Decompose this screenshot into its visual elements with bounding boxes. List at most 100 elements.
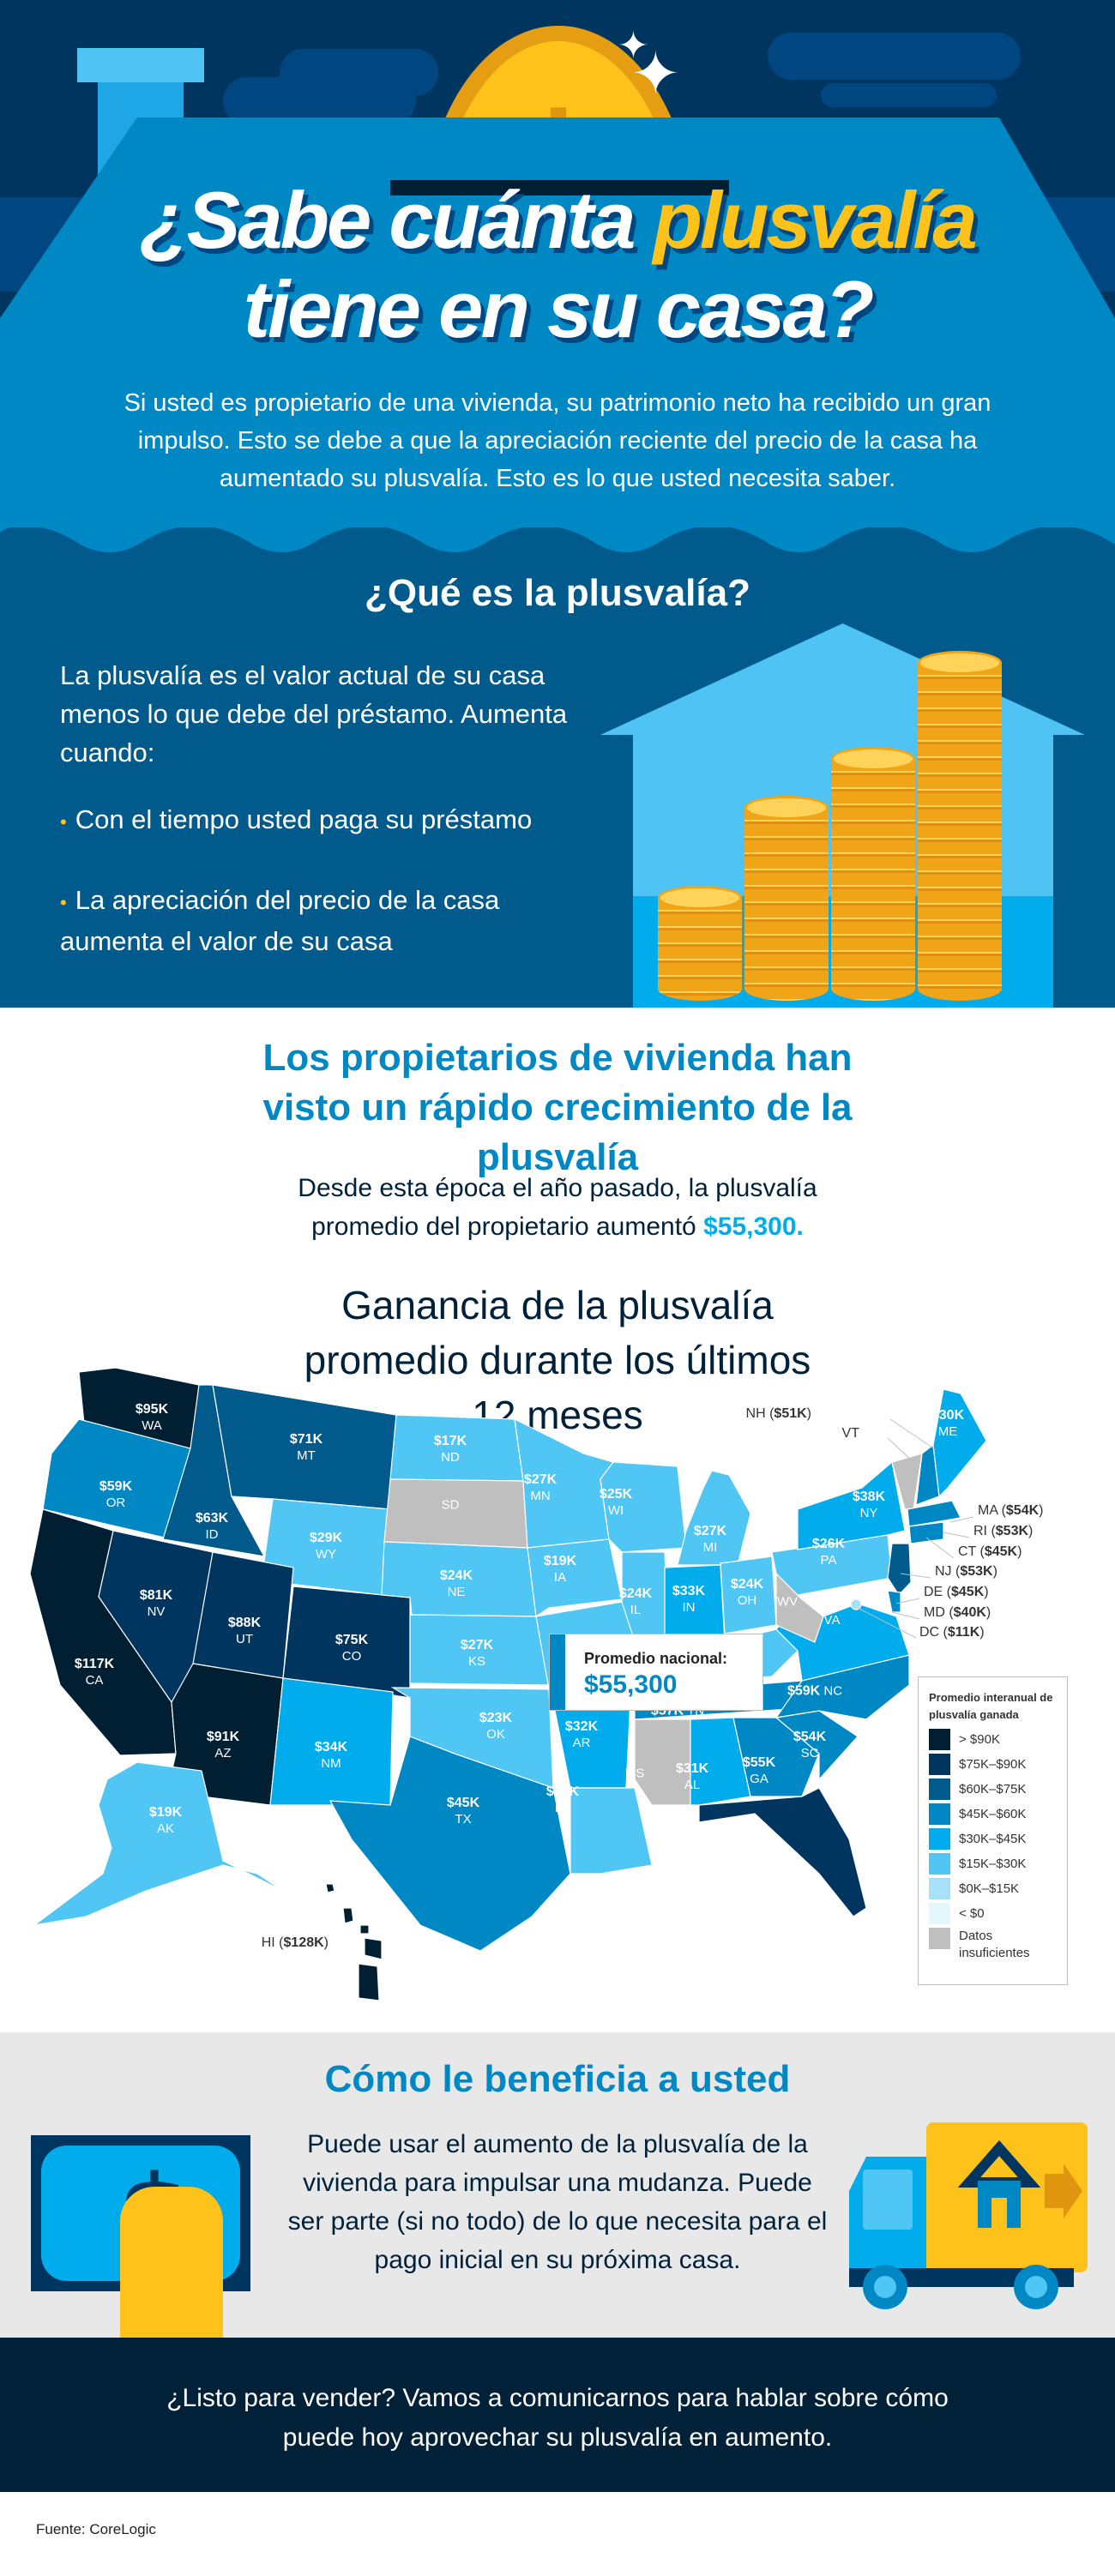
call-to-action-section: ¿Listo para vender? Vamos a comunicarnos… <box>0 2338 1115 2492</box>
state-label: $23K LA <box>545 1785 580 1815</box>
national-average-label: Promedio nacional: <box>584 1650 728 1667</box>
state-label: $26K PA <box>811 1537 846 1568</box>
state-label: $25K WI <box>599 1487 633 1518</box>
national-average-value: $55,300 <box>584 1670 678 1699</box>
legend-item: $15K–$30K <box>929 1853 1057 1878</box>
bullet-item: • La apreciación del precio de la casa au… <box>60 885 500 956</box>
cloud-decoration <box>768 33 1021 80</box>
legend-title: Promedio interanual de plusvalía ganada <box>929 1691 1053 1721</box>
legend-item: < $0 <box>929 1903 1057 1928</box>
coin-slot <box>390 180 729 196</box>
coin-stack-icon <box>918 651 1002 1001</box>
hero-section: $ ✦ ✦ ✦ ¿Sabe cuánta plusvalía tiene en … <box>0 0 1115 549</box>
callout-label: MA ($54K) <box>978 1503 1044 1518</box>
legend-swatch <box>929 1928 950 1949</box>
state-label: $40K VA <box>815 1597 849 1628</box>
state-label: $54K SC <box>793 1730 827 1760</box>
legend-item: $0K–$15K <box>929 1878 1057 1903</box>
legend-item: Datos insuficientes <box>929 1928 1057 1965</box>
benefit-text: Puede usar el aumento de la plusvalía de… <box>287 2130 828 2274</box>
growth-amount: $55,300. <box>703 1213 804 1241</box>
bullet-item: • Con el tiempo usted paga su préstamo <box>60 804 533 834</box>
what-is-section: ¿Qué es la plusvalía? La plusvalía es el… <box>0 526 1115 1009</box>
cta-text: ¿Listo para vender? Vamos a comunicarnos… <box>166 2384 949 2452</box>
legend-swatch <box>929 1853 950 1875</box>
source-note: Fuente: CoreLogic <box>36 2521 156 2537</box>
legend-swatch <box>929 1729 950 1750</box>
state-label: $33K IN <box>672 1584 706 1615</box>
callout-label: RI ($53K) <box>973 1524 1034 1538</box>
legend-swatch <box>929 1779 950 1800</box>
chimney-icon <box>77 48 204 82</box>
map-shapes <box>29 1367 987 2001</box>
hand-icon <box>120 2187 223 2341</box>
growth-title: Los propietarios de vivienda han visto u… <box>262 1037 853 1178</box>
state-label: $27K MN <box>523 1472 558 1503</box>
state-label: $17K ND <box>433 1434 467 1465</box>
legend-item: $75K–$90K <box>929 1754 1057 1779</box>
state-label: $63K ID <box>195 1511 229 1542</box>
legend-swatch <box>929 1754 950 1775</box>
state-label: $88K UT <box>227 1616 262 1646</box>
legend-swatch <box>929 1878 950 1899</box>
sparkle-icon: ✦ <box>630 39 681 109</box>
bullet-dot-icon: • <box>60 811 67 833</box>
state-label: $71K MT <box>289 1432 323 1463</box>
moving-truck-icon <box>849 2122 1088 2309</box>
bullet-dot-icon: • <box>60 892 67 913</box>
state-label: $55K GA <box>742 1755 776 1786</box>
legend-item: $60K–$75K <box>929 1779 1057 1803</box>
state-label: $76K FL <box>875 1833 909 1863</box>
callout-label: VT <box>841 1426 859 1441</box>
state-label: SD <box>441 1497 460 1513</box>
callout-label: NJ ($53K) <box>935 1564 997 1579</box>
state-label: $34K NM <box>314 1740 348 1771</box>
state-label: $91K AZ <box>206 1730 240 1760</box>
legend-item: > $90K <box>929 1729 1057 1754</box>
state-label: $81K NV <box>139 1588 173 1619</box>
callout-label: NH ($51K) <box>745 1406 811 1421</box>
house-roof-icon <box>600 623 1085 735</box>
national-average-box: Promedio nacional: $55,300 <box>549 1634 763 1711</box>
state-label: $75K CO <box>334 1633 369 1664</box>
intro-paragraph: Si usted es propietario de una vivienda,… <box>124 389 991 492</box>
callout-label: CT ($45K) <box>958 1544 1022 1559</box>
us-equity-map: $95K WA $59K OR $117K CA $63K ID $81K NV $71K MT $29… <box>0 1359 1115 2028</box>
section-title: ¿Qué es la plusvalía? <box>365 572 750 614</box>
state-label: MS <box>624 1766 645 1781</box>
state-label: $59K OR <box>99 1479 133 1510</box>
state-label: $59K NC <box>787 1683 843 1699</box>
callout-label: MD ($40K) <box>924 1605 991 1620</box>
state-label: $30K ME <box>931 1408 965 1439</box>
definition-text: La plusvalía es el valor actual de su ca… <box>60 660 568 767</box>
legend-swatch <box>929 1903 950 1924</box>
title-highlight: plusvalía <box>653 175 978 265</box>
state-label: $38K NY <box>852 1490 886 1520</box>
growth-text: Desde esta época el año pasado, la plusv… <box>298 1174 817 1241</box>
state-label: $117K CA <box>74 1657 115 1688</box>
coin-stack-icon <box>744 796 829 1001</box>
state-label: $27K KS <box>460 1638 494 1669</box>
sparkle-icon: ✦ <box>618 24 649 68</box>
cloud-decoration <box>223 77 416 124</box>
callout-label: DE ($45K) <box>924 1585 989 1599</box>
state-label: $27K MI <box>693 1524 727 1555</box>
benefit-section: Cómo le beneficia a usted Puede usar el … <box>0 2032 1115 2341</box>
wave-divider <box>0 526 1115 552</box>
legend-swatch <box>929 1828 950 1850</box>
state-label: $24K IL <box>618 1586 653 1617</box>
coin-stack-icon <box>831 747 915 1001</box>
house-coins-illustration <box>600 623 1085 1009</box>
legend-swatch <box>929 1803 950 1825</box>
map-legend: Promedio interanual de plusvalía ganada … <box>918 1676 1068 1985</box>
page-title: ¿Sabe cuánta plusvalía tiene en su casa? <box>140 175 978 354</box>
state-label: $31K AL <box>675 1761 709 1792</box>
state-label: $32K AR <box>564 1719 599 1750</box>
state-label: WV <box>776 1594 799 1610</box>
map-title: Ganancia de la plusvalía promedio durant… <box>304 1283 811 1437</box>
state-label: $19K AK <box>148 1805 183 1836</box>
state-label: $24K OH <box>730 1577 764 1608</box>
callout-label: HI ($128K) <box>261 1935 328 1950</box>
legend-item: $45K–$60K <box>929 1803 1057 1828</box>
state-label: $95K WA <box>135 1402 169 1433</box>
